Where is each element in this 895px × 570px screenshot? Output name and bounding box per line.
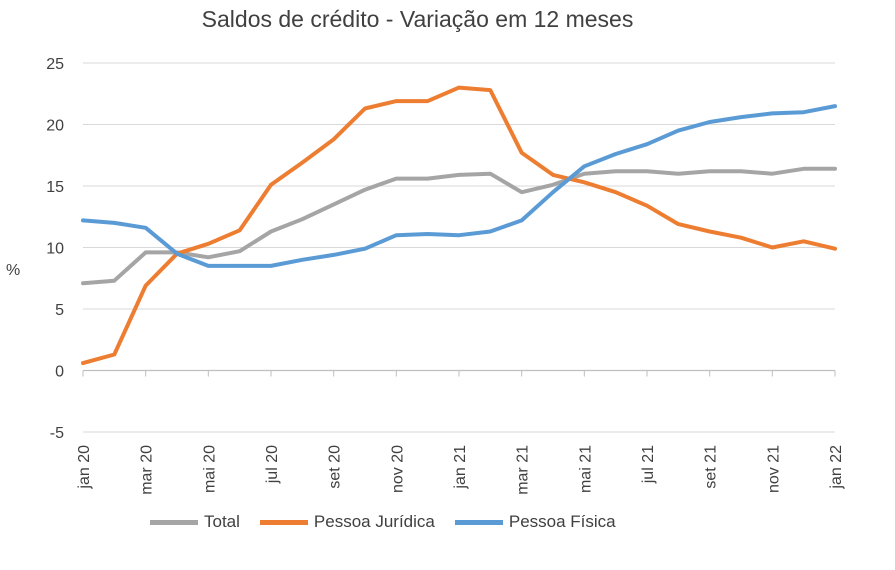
gridlines bbox=[83, 62, 835, 433]
legend-label: Total bbox=[204, 512, 240, 531]
x-tick-label: set 20 bbox=[327, 445, 344, 489]
axes: -5 0 5 10 15 20 25 jan 20 mar 20 mai 20 jul 20 set … bbox=[46, 56, 845, 495]
x-tick-label: jan 20 bbox=[76, 445, 93, 490]
y-axis-label: % bbox=[6, 262, 21, 279]
chart-title: Saldos de crédito - Variação em 12 meses bbox=[201, 6, 634, 32]
x-tick-label: jul 21 bbox=[640, 445, 657, 484]
legend-swatch bbox=[259, 519, 308, 525]
x-tick-label: mai 21 bbox=[577, 445, 594, 493]
x-tick-label: mar 20 bbox=[139, 445, 156, 495]
legend-item: Pessoa Física bbox=[454, 512, 616, 532]
x-tick-label: jan 21 bbox=[452, 445, 469, 490]
series-lines bbox=[81, 85, 837, 366]
x-tick-label: nov 21 bbox=[765, 445, 782, 493]
y-tick-label: -5 bbox=[50, 425, 64, 442]
x-tick-label: mar 21 bbox=[515, 445, 532, 495]
x-tick-label: jul 20 bbox=[264, 445, 281, 484]
series-line bbox=[81, 104, 837, 268]
y-tick-label: 20 bbox=[46, 118, 64, 135]
legend-item: Pessoa Jurídica bbox=[259, 512, 435, 532]
legend-swatch bbox=[150, 519, 198, 525]
x-tick-label: nov 20 bbox=[389, 445, 406, 493]
series-line bbox=[81, 166, 837, 286]
legend-label: Pessoa Física bbox=[508, 512, 616, 531]
legend-label: Pessoa Jurídica bbox=[313, 512, 435, 531]
y-tick-label: 0 bbox=[55, 364, 64, 381]
y-tick-label: 10 bbox=[46, 241, 64, 258]
y-tick-label: 5 bbox=[55, 302, 64, 319]
x-tick-label: mai 20 bbox=[201, 445, 218, 493]
x-tick-label: set 21 bbox=[703, 445, 720, 489]
series-line bbox=[81, 85, 837, 366]
x-tick-label: jan 22 bbox=[828, 445, 845, 490]
legend-item: Total bbox=[150, 512, 240, 532]
y-tick-label: 25 bbox=[46, 56, 64, 73]
y-tick-label: 15 bbox=[46, 179, 64, 196]
legend-swatch bbox=[454, 519, 503, 525]
legend: Total Pessoa Jurídica Pessoa Física bbox=[150, 512, 636, 532]
